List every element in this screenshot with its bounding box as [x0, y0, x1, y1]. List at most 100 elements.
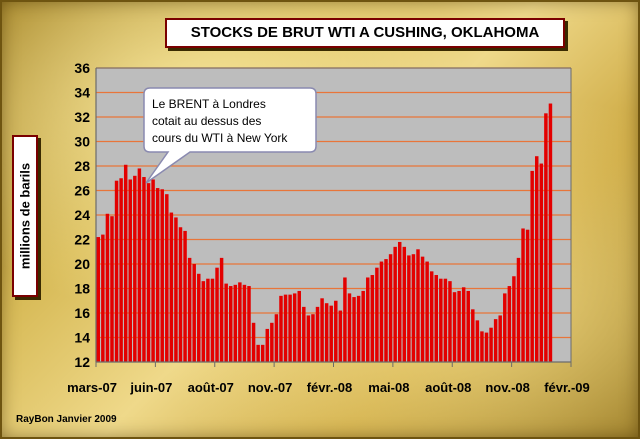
bar	[521, 228, 525, 362]
bar	[302, 306, 306, 362]
bar	[224, 283, 228, 362]
bar-series	[96, 103, 553, 363]
bar	[498, 315, 502, 362]
bar	[480, 331, 484, 362]
bar	[197, 273, 201, 362]
bar	[311, 314, 315, 362]
bar	[347, 293, 352, 362]
bar	[343, 277, 347, 362]
bar	[338, 310, 343, 362]
bar	[324, 303, 329, 362]
bar	[402, 246, 407, 362]
bar	[215, 267, 219, 362]
bar	[471, 309, 475, 362]
bar	[256, 344, 260, 362]
bar	[457, 290, 461, 362]
y-tick-label: 26	[74, 183, 90, 199]
annotation-callout: Le BRENT à Londres cotait au dessus des …	[143, 87, 317, 184]
x-tick-label: nov.-07	[248, 380, 293, 395]
bar	[146, 183, 151, 362]
bar	[416, 249, 420, 362]
bar	[238, 282, 242, 362]
bar	[434, 275, 438, 362]
y-tick-label: 14	[74, 330, 90, 346]
chart-title: STOCKS DE BRUT WTI A CUSHING, OKLAHOMA	[165, 18, 565, 48]
bar	[187, 257, 192, 362]
bar	[101, 234, 105, 362]
bar	[548, 103, 553, 363]
bar	[133, 175, 137, 362]
bar	[315, 306, 320, 362]
bar	[288, 294, 292, 362]
y-tick-label: 32	[74, 109, 90, 125]
bar	[165, 194, 169, 362]
bar	[443, 278, 448, 362]
bar	[306, 315, 311, 362]
bar	[525, 229, 530, 362]
bar	[420, 256, 425, 362]
bar	[251, 322, 256, 362]
bar	[219, 257, 224, 362]
bar	[397, 241, 402, 362]
bar	[493, 319, 498, 362]
bar	[210, 278, 215, 362]
bar	[274, 314, 279, 362]
bar	[178, 227, 183, 362]
callout-line-1: Le BRENT à Londres	[152, 97, 266, 111]
bar	[539, 163, 544, 362]
bar	[489, 327, 493, 362]
bar	[370, 275, 375, 362]
bar	[388, 254, 393, 362]
bar	[507, 286, 512, 362]
x-tick-label: juin-07	[129, 380, 172, 395]
bar	[429, 271, 434, 362]
author-credit: RayBon Janvier 2009	[16, 414, 117, 425]
bar	[484, 332, 489, 362]
bar	[411, 254, 416, 362]
bar	[160, 189, 164, 362]
y-tick-label: 24	[74, 207, 90, 223]
bar	[503, 293, 507, 362]
bar	[407, 255, 411, 362]
bar	[270, 322, 274, 362]
y-tick-label: 16	[74, 305, 90, 321]
bar	[142, 177, 146, 362]
bar	[123, 164, 128, 362]
bar	[265, 328, 270, 362]
bar	[183, 230, 187, 362]
bar	[320, 298, 324, 362]
bar	[96, 237, 101, 362]
bar	[425, 261, 429, 362]
y-tick-label: 22	[74, 232, 90, 248]
callout-line-3: cours du WTI à New York	[152, 131, 288, 145]
x-tick-label: févr.-09	[544, 380, 590, 395]
y-tick-label: 18	[74, 281, 90, 297]
bar	[292, 293, 297, 362]
bar	[375, 267, 379, 362]
x-tick-label: févr.-08	[307, 380, 353, 395]
x-tick-label: nov.-08	[485, 380, 530, 395]
bar	[466, 290, 470, 362]
bar	[352, 297, 356, 362]
bar	[512, 276, 516, 362]
bar	[297, 290, 301, 362]
y-tick-label: 34	[74, 85, 90, 101]
x-tick-labels: mars-07 juin-07 août-07 nov.-07 févr.-08 mai-…	[67, 380, 590, 395]
y-tick-label: 28	[74, 158, 90, 174]
y-tick-labels: 12 14 16 18 20 22 24 26 28 30 32 34 36	[74, 60, 90, 370]
bar	[260, 344, 265, 362]
bar	[174, 217, 178, 362]
y-tick-label: 12	[74, 354, 90, 370]
bar	[119, 178, 123, 362]
bar	[384, 259, 388, 362]
bar	[242, 284, 247, 362]
bar	[114, 180, 119, 362]
bar	[206, 278, 210, 362]
bar	[366, 277, 370, 362]
axes	[95, 67, 572, 367]
bar	[544, 113, 548, 362]
x-tick-label: mars-07	[67, 380, 117, 395]
bar	[461, 287, 466, 362]
y-axis-label-box: millions de barils	[12, 135, 38, 297]
bar	[448, 281, 452, 362]
